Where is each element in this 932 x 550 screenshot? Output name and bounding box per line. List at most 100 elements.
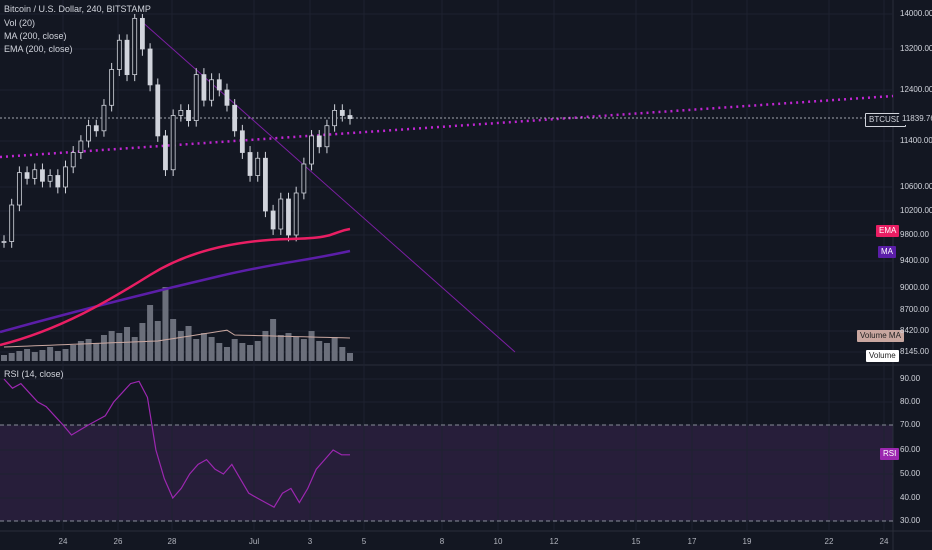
candle-body <box>109 69 115 106</box>
price-tick-label: 13200.00 <box>900 44 932 53</box>
legend-ma[interactable]: MA (200, close) <box>4 31 67 41</box>
candle-body <box>332 110 338 127</box>
rsi-tick-label: 70.00 <box>900 420 921 429</box>
last-price-tag: 11839.76 <box>899 113 932 125</box>
candle-body <box>163 135 168 171</box>
time-tick-label: 22 <box>824 537 834 546</box>
volume-bar <box>262 331 269 361</box>
rsi-tick-label: 50.00 <box>900 469 921 478</box>
candle-body <box>309 135 314 165</box>
candle-body <box>55 175 61 188</box>
volume-bar <box>223 347 230 361</box>
time-tick-label: 28 <box>167 537 177 546</box>
candle-body <box>186 110 191 122</box>
volume-bar <box>39 350 46 361</box>
volume-bar <box>47 347 54 361</box>
time-tick-label: 15 <box>631 537 641 546</box>
candle-body <box>255 157 261 176</box>
volume-bar <box>8 353 15 361</box>
candle-body <box>339 110 345 116</box>
price-tick-label: 14000.00 <box>900 9 932 18</box>
price-tick-label: 8700.00 <box>900 305 929 314</box>
time-tick-label: 8 <box>439 537 445 546</box>
volume-bar <box>170 319 177 361</box>
candle-body <box>301 163 307 194</box>
candle-body <box>16 172 22 206</box>
legend-ema[interactable]: EMA (200, close) <box>4 44 73 54</box>
price-tick-label: 9800.00 <box>900 230 929 239</box>
volume-bar <box>200 333 207 361</box>
ema-line <box>0 227 351 347</box>
volume-bar <box>124 327 131 361</box>
price-tick-label: 10200.00 <box>900 206 932 215</box>
candle-body <box>316 135 322 148</box>
price-tick-label: 10600.00 <box>900 182 932 191</box>
candle-body <box>32 169 38 179</box>
candle-body <box>324 125 330 148</box>
rsi-tick-label: 80.00 <box>900 397 921 406</box>
volume-bar <box>285 333 292 361</box>
volume-bar <box>316 341 323 361</box>
candle-body <box>47 175 53 182</box>
ma-line <box>0 249 351 334</box>
volume-bar <box>308 331 315 361</box>
rsi-tick-label: 60.00 <box>900 445 921 454</box>
rsi-tick-label: 30.00 <box>900 516 921 525</box>
candle-body <box>24 172 30 179</box>
rsi-tick-label: 90.00 <box>900 374 921 383</box>
candle-body <box>70 152 76 168</box>
volume-bar <box>270 319 277 361</box>
volume-bar <box>177 331 184 361</box>
candle-body <box>247 152 253 176</box>
candle-body <box>170 115 176 171</box>
volume-bar <box>108 331 115 361</box>
time-tick-label: 17 <box>687 537 697 546</box>
candle-body <box>147 48 153 86</box>
rsi-band <box>0 425 893 521</box>
volume-bar <box>93 343 100 361</box>
volume-bar <box>31 352 38 361</box>
volume-bar <box>147 305 154 361</box>
candle-body <box>286 198 291 236</box>
price-tick-label: 8420.00 <box>900 326 929 335</box>
candle-body <box>239 130 245 153</box>
volume-bar <box>193 339 200 361</box>
volume-bar <box>54 351 61 361</box>
time-tick-label: 3 <box>307 537 313 546</box>
volume-bar <box>100 335 107 361</box>
price-tick-label: 9000.00 <box>900 283 929 292</box>
legend-volume[interactable]: Vol (20) <box>4 18 36 28</box>
price-tick-label: 8145.00 <box>900 347 929 356</box>
volume-bar <box>254 341 261 361</box>
volume-bar <box>77 341 84 361</box>
candle-body <box>201 74 207 101</box>
candle-body <box>293 192 299 236</box>
volume-bar <box>216 343 223 361</box>
candle-body <box>155 84 161 137</box>
time-tick-label: 19 <box>742 537 752 546</box>
chart-title: Bitcoin / U.S. Dollar, 240, BITSTAMP <box>4 4 151 14</box>
price-tick-label: 12400.00 <box>900 85 932 94</box>
candle-body <box>78 140 84 153</box>
volume-ma-line <box>3 329 351 348</box>
candle-body <box>178 110 184 116</box>
volume-bar <box>1 355 7 361</box>
price-tick-label: 11400.00 <box>900 136 932 145</box>
candle-body <box>63 166 68 188</box>
volume-bar <box>339 347 346 361</box>
volume-bar <box>116 333 123 361</box>
volume-bar <box>239 343 246 361</box>
volume-bar <box>185 326 192 361</box>
time-tick-label: 24 <box>58 537 68 546</box>
volume-bar <box>323 343 330 361</box>
time-tick-label: 26 <box>113 537 123 546</box>
legend-rsi[interactable]: RSI (14, close) <box>4 369 64 379</box>
candle-body <box>1 241 7 243</box>
volume-ma-tag: Volume MA <box>857 330 904 342</box>
candle-body <box>216 79 222 91</box>
volume-tag: Volume <box>866 350 899 362</box>
candle-body <box>124 39 130 76</box>
volume-bar <box>300 339 307 361</box>
candle-body <box>224 89 230 106</box>
